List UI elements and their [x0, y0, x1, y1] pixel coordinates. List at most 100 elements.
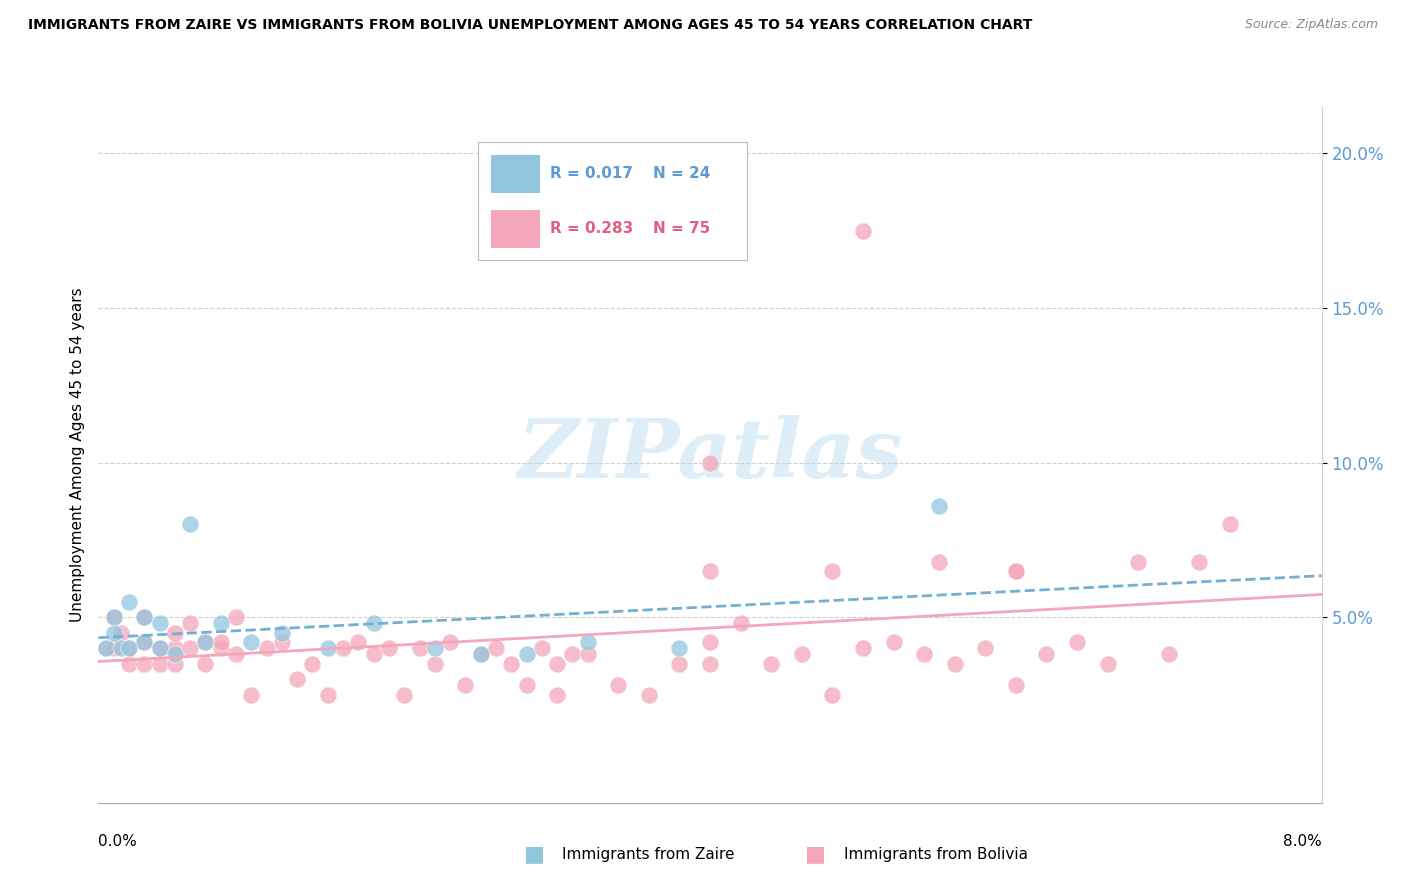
Point	[530, 641, 553, 656]
Point	[470, 648, 492, 662]
Point	[163, 641, 186, 656]
Point	[730, 616, 752, 631]
Point	[103, 641, 125, 656]
Point	[194, 657, 217, 671]
Point	[501, 657, 523, 671]
Point	[883, 635, 905, 649]
Point	[485, 641, 508, 656]
Point	[928, 499, 950, 513]
Point	[607, 678, 630, 692]
Y-axis label: Unemployment Among Ages 45 to 54 years: Unemployment Among Ages 45 to 54 years	[69, 287, 84, 623]
Point	[225, 648, 247, 662]
Point	[454, 678, 477, 692]
Point	[759, 657, 782, 671]
Point	[1128, 555, 1150, 569]
Point	[546, 657, 568, 671]
Point	[110, 625, 132, 640]
Point	[699, 635, 721, 649]
Point	[347, 635, 370, 649]
Text: ZIPatlas: ZIPatlas	[517, 415, 903, 495]
Point	[118, 641, 141, 656]
Point	[378, 641, 401, 656]
Point	[103, 610, 125, 624]
Text: Source: ZipAtlas.com: Source: ZipAtlas.com	[1244, 18, 1378, 31]
Point	[285, 672, 308, 686]
Text: Immigrants from Bolivia: Immigrants from Bolivia	[844, 847, 1028, 862]
Point	[546, 688, 568, 702]
Point	[1004, 678, 1026, 692]
Point	[301, 657, 323, 671]
Point	[821, 688, 844, 702]
Point	[637, 688, 661, 702]
Point	[118, 641, 141, 656]
Point	[576, 648, 599, 662]
Point	[149, 641, 172, 656]
Point	[408, 641, 430, 656]
Text: 8.0%: 8.0%	[1282, 834, 1322, 849]
Text: ■: ■	[806, 845, 825, 864]
Point	[470, 648, 492, 662]
Point	[974, 641, 997, 656]
Point	[240, 635, 263, 649]
Point	[134, 610, 156, 624]
Point	[163, 625, 186, 640]
Text: ■: ■	[524, 845, 544, 864]
Point	[179, 616, 201, 631]
Point	[103, 610, 125, 624]
Point	[1097, 657, 1119, 671]
Point	[225, 610, 247, 624]
Point	[821, 564, 844, 578]
Point	[363, 648, 385, 662]
Point	[240, 688, 263, 702]
Point	[194, 635, 217, 649]
Point	[134, 657, 156, 671]
Point	[110, 641, 132, 656]
Point	[516, 678, 538, 692]
Point	[134, 610, 156, 624]
Point	[316, 688, 339, 702]
Point	[790, 648, 813, 662]
Point	[194, 635, 217, 649]
Point	[363, 616, 385, 631]
Point	[316, 641, 339, 656]
Point	[332, 641, 354, 656]
Point	[561, 648, 583, 662]
Point	[149, 657, 172, 671]
Point	[179, 641, 201, 656]
Point	[163, 648, 186, 662]
Point	[699, 657, 721, 671]
Point	[1004, 564, 1026, 578]
Point	[179, 517, 201, 532]
Point	[668, 641, 690, 656]
Point	[943, 657, 966, 671]
Point	[209, 641, 232, 656]
Point	[1188, 555, 1211, 569]
Point	[852, 641, 875, 656]
Point	[1219, 517, 1241, 532]
Point	[1004, 564, 1026, 578]
Point	[516, 648, 538, 662]
Point	[1035, 648, 1057, 662]
Point	[928, 555, 950, 569]
Point	[392, 688, 416, 702]
Point	[134, 635, 156, 649]
Point	[94, 641, 117, 656]
Point	[668, 657, 690, 671]
Point	[209, 616, 232, 631]
Point	[118, 657, 141, 671]
Point	[103, 625, 125, 640]
Point	[699, 456, 721, 470]
Point	[118, 595, 141, 609]
Point	[439, 635, 461, 649]
Point	[699, 564, 721, 578]
Point	[576, 635, 599, 649]
Point	[209, 635, 232, 649]
Point	[852, 224, 875, 238]
Point	[423, 641, 446, 656]
Text: Immigrants from Zaire: Immigrants from Zaire	[562, 847, 735, 862]
Point	[149, 616, 172, 631]
Point	[256, 641, 278, 656]
Point	[270, 635, 294, 649]
Point	[149, 641, 172, 656]
Point	[1066, 635, 1088, 649]
